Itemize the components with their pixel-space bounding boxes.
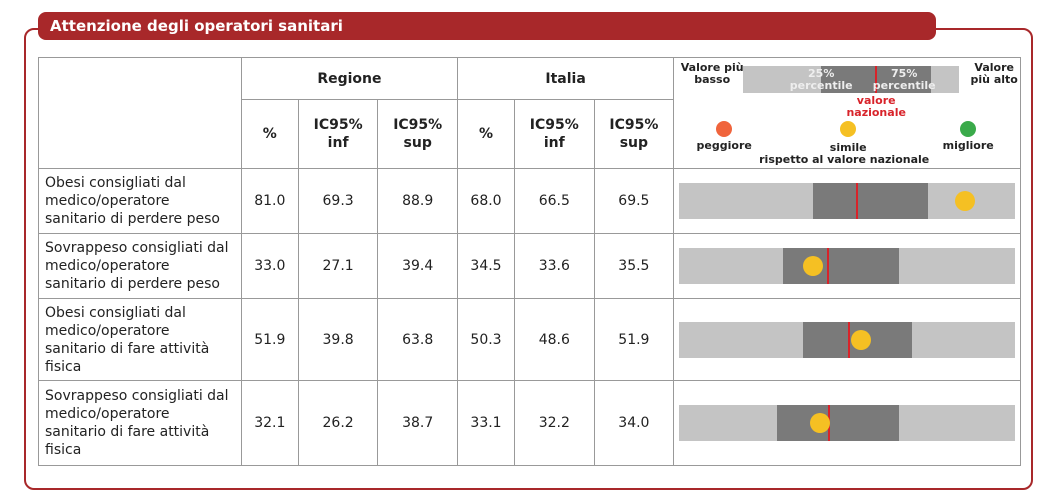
cell: 81.0 — [240, 168, 299, 234]
cell: 48.6 — [514, 298, 595, 381]
region-dot — [954, 191, 975, 211]
row-label: Sovrappeso consigliati dal medico/operat… — [38, 380, 242, 466]
legend-low: Valore più basso — [680, 61, 744, 86]
table-row: Sovrappeso consigliati dal medico/operat… — [38, 233, 1021, 299]
interquartile-box — [777, 405, 900, 441]
table-row: Obesi consigliati dal medico/operatore s… — [38, 168, 1021, 234]
cell: 69.5 — [593, 168, 675, 234]
cell: 63.8 — [377, 298, 458, 381]
cell: 32.2 — [514, 380, 595, 466]
range-bar — [679, 321, 1015, 358]
column-header: IC95% inf — [514, 99, 595, 169]
column-header: % — [457, 99, 515, 169]
column-header: IC95% sup — [593, 99, 675, 169]
legend-worse: peggiore — [696, 139, 752, 152]
panel-title: Attenzione degli operatori sanitari — [38, 12, 936, 40]
cell: 34.5 — [457, 233, 515, 299]
empty-header — [38, 57, 242, 169]
column-header-text: IC95% sup — [609, 117, 659, 151]
range-bar — [679, 248, 1015, 284]
legend-national: valore nazionale — [846, 94, 906, 119]
cell: 27.1 — [297, 233, 379, 299]
cell: 51.9 — [240, 298, 299, 381]
bar-cell — [673, 380, 1021, 466]
national-line — [855, 183, 858, 219]
cell: 38.7 — [377, 380, 458, 466]
cell: 68.0 — [457, 168, 515, 234]
cell: 33.0 — [240, 233, 299, 299]
column-header: % — [240, 99, 299, 169]
legend: Valore più basso 25% percentile 75% perc… — [674, 58, 1020, 168]
region-dot — [802, 256, 823, 276]
legend-header: Valore più basso 25% percentile 75% perc… — [673, 57, 1021, 169]
bar-cell — [673, 298, 1021, 381]
column-header-text: IC95% inf — [313, 117, 363, 151]
cell: 39.4 — [377, 233, 458, 299]
row-label: Obesi consigliati dal medico/operatore s… — [38, 168, 242, 234]
row-label: Obesi consigliati dal medico/operatore s… — [38, 298, 242, 381]
region-dot — [809, 413, 830, 433]
column-header-text: IC95% inf — [529, 117, 579, 151]
legend-p25: 25% percentile — [789, 67, 853, 92]
national-line — [827, 248, 830, 284]
legend-similar: simile — [829, 141, 867, 154]
cell: 32.1 — [240, 380, 299, 466]
data-table: Regione Italia Valore più basso 25% perc… — [38, 57, 1021, 466]
table-row: Obesi consigliati dal medico/operatore s… — [38, 298, 1021, 381]
legend-dot-similar — [840, 121, 857, 137]
cell: 34.0 — [593, 380, 675, 466]
legend-p75: 75% percentile — [872, 67, 936, 92]
national-line — [848, 321, 851, 358]
range-bar — [679, 183, 1015, 219]
cell: 33.6 — [514, 233, 595, 299]
interquartile-box — [812, 183, 928, 219]
bar-cell — [673, 168, 1021, 234]
table-row: Sovrappeso consigliati dal medico/operat… — [38, 380, 1021, 466]
interquartile-box — [783, 248, 900, 284]
row-label: Sovrappeso consigliati dal medico/operat… — [38, 233, 242, 299]
range-bar — [679, 405, 1015, 441]
group-header: Regione — [240, 57, 459, 100]
cell: 26.2 — [297, 380, 379, 466]
column-header-text: IC95% sup — [393, 117, 443, 151]
cell: 66.5 — [514, 168, 595, 234]
column-header: IC95% sup — [377, 99, 458, 169]
legend-dot-worse — [716, 121, 733, 137]
cell: 35.5 — [593, 233, 675, 299]
legend-similar-note: rispetto al valore nazionale — [759, 153, 930, 166]
legend-national-line — [875, 66, 878, 93]
column-header-text: % — [478, 126, 494, 142]
group-header: Italia — [456, 57, 675, 100]
legend-better: migliore — [942, 139, 994, 152]
cell: 33.1 — [457, 380, 515, 466]
cell: 51.9 — [593, 298, 675, 381]
legend-high: Valore più alto — [970, 61, 1018, 86]
region-dot — [850, 329, 871, 350]
cell: 39.8 — [297, 298, 379, 381]
bar-cell — [673, 233, 1021, 299]
cell: 88.9 — [377, 168, 458, 234]
cell: 69.3 — [297, 168, 379, 234]
legend-dot-better — [960, 121, 977, 137]
cell: 50.3 — [457, 298, 515, 381]
column-header-text: % — [262, 126, 277, 142]
column-header: IC95% inf — [297, 99, 379, 169]
